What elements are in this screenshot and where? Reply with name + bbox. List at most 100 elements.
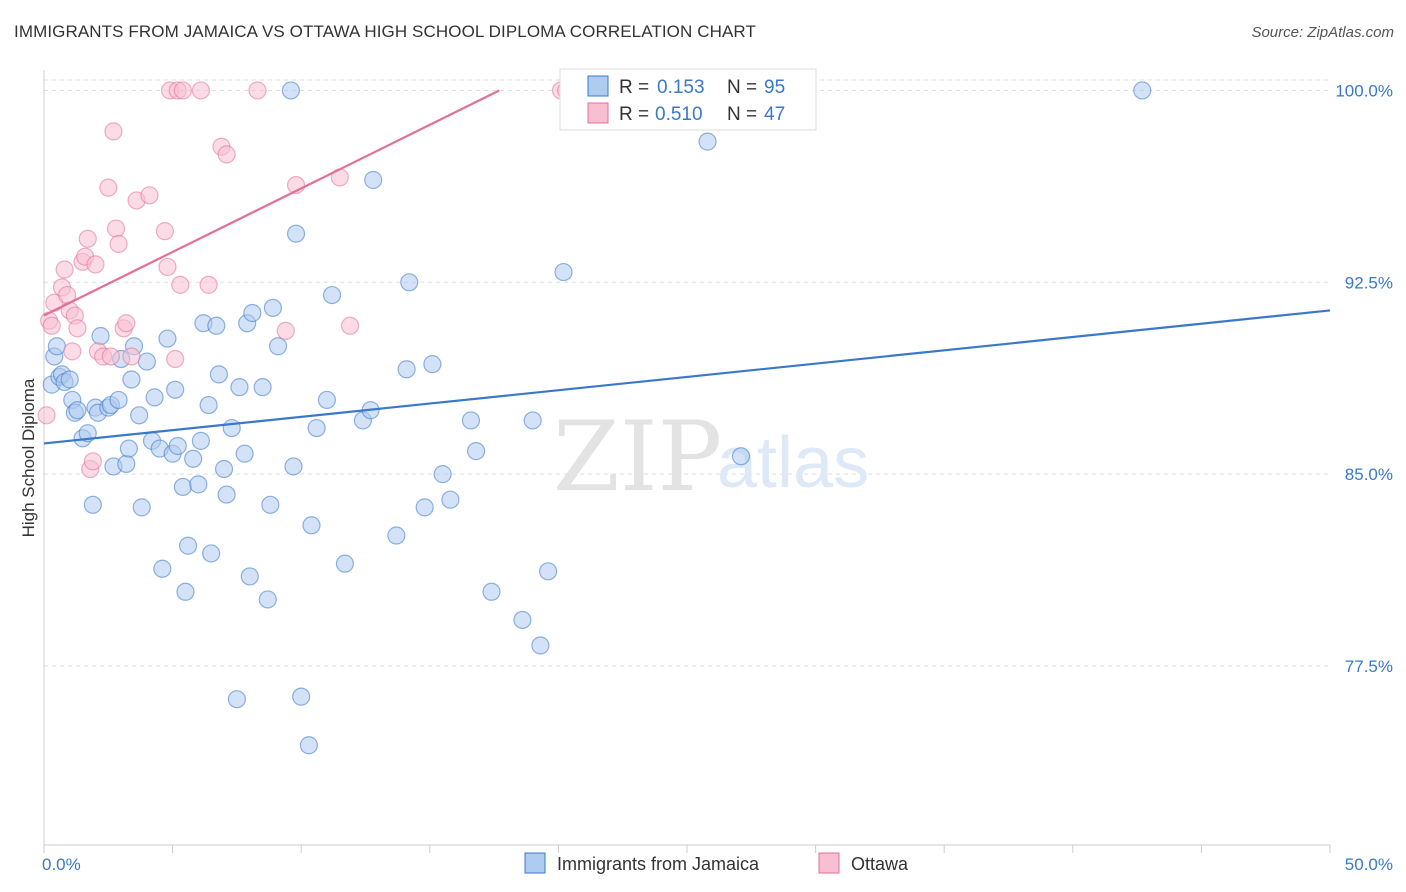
ottawa-point <box>155 222 174 241</box>
jamaica-point <box>322 285 342 305</box>
ottawa-point <box>109 234 128 254</box>
jamaica-point <box>397 360 416 379</box>
jamaica-point <box>68 401 87 420</box>
jamaica-point <box>137 352 156 371</box>
jamaica-point <box>387 526 406 545</box>
ottawa-point <box>42 316 61 335</box>
jamaica-point <box>513 610 532 630</box>
jamaica-point <box>466 442 486 461</box>
jamaica-point <box>240 567 259 586</box>
jamaica-point <box>47 337 66 356</box>
ottawa-point <box>217 145 236 164</box>
jamaica-point <box>461 411 481 430</box>
ottawa-point <box>104 122 123 141</box>
y-tick-label: 100.0% <box>1335 81 1393 100</box>
ottawa-point <box>99 178 118 197</box>
ottawa-point <box>101 347 120 366</box>
jamaica-point <box>531 636 550 655</box>
legend-r-value-ottawa: 0.510 <box>655 104 703 125</box>
y-axis-title: High School Diploma <box>19 378 38 537</box>
series-legend-swatch-ottawa <box>818 852 840 874</box>
jamaica-point <box>554 262 573 282</box>
jamaica-point <box>130 406 149 425</box>
jamaica-point <box>178 536 198 555</box>
y-tick-labels: 100.0% 92.5% 85.0% 77.5% <box>1335 81 1393 675</box>
jamaica-point <box>731 447 751 466</box>
jamaica-point <box>299 736 319 755</box>
jamaica-point <box>217 485 236 504</box>
jamaica-point <box>698 132 717 151</box>
jamaica-point <box>261 495 280 514</box>
jamaica-point <box>132 498 151 517</box>
jamaica-point <box>482 582 501 601</box>
jamaica-point <box>539 562 558 581</box>
x-tick-label-max: 50.0% <box>1345 855 1393 874</box>
jamaica-point <box>364 170 383 190</box>
jamaica-point <box>263 298 283 317</box>
legend-n-value-ottawa: 47 <box>764 104 785 125</box>
jamaica-point <box>523 411 542 430</box>
ottawa-point <box>171 275 190 294</box>
jamaica-point <box>441 490 460 509</box>
jamaica-point <box>253 378 272 397</box>
series-legend-swatch-jamaica <box>524 852 546 874</box>
jamaica-point <box>207 316 226 335</box>
jamaica-point <box>400 273 419 292</box>
ottawa-point <box>86 255 105 274</box>
ottawa-point <box>83 452 102 471</box>
ottawa-point <box>276 321 295 340</box>
jamaica-point <box>227 690 246 709</box>
jamaica-point <box>281 81 301 100</box>
ottawa-point <box>248 81 267 100</box>
jamaica-point <box>258 590 277 609</box>
ottawa-point <box>166 349 185 369</box>
x-tick-label-min: 0.0% <box>42 855 81 874</box>
legend-n-label-ottawa: N = <box>727 104 757 125</box>
jamaica-point <box>91 326 110 346</box>
jamaica-point <box>335 554 355 573</box>
jamaica-point <box>173 477 192 497</box>
jamaica-point <box>235 444 254 463</box>
ottawa-point <box>158 257 177 277</box>
legend-r-label-ottawa: R = <box>619 104 649 125</box>
jamaica-point <box>117 454 136 473</box>
jamaica-point <box>433 465 452 484</box>
jamaica-point <box>209 365 228 384</box>
jamaica-point <box>307 418 326 438</box>
ottawa-point <box>68 319 87 338</box>
legend-swatch-ottawa <box>587 102 609 124</box>
jamaica-point <box>189 475 208 494</box>
data-points <box>37 81 1152 755</box>
jamaica-point <box>166 380 185 399</box>
jamaica-point <box>284 457 303 476</box>
jamaica-point <box>184 449 203 468</box>
jamaica-point <box>1133 81 1152 100</box>
ottawa-point <box>55 260 74 279</box>
jamaica-point <box>83 495 102 514</box>
jamaica-point <box>199 395 218 415</box>
ottawa-point <box>122 347 141 366</box>
jamaica-point <box>109 390 128 410</box>
series-legend: Immigrants from Jamaica Ottawa <box>524 852 909 874</box>
ottawa-point <box>106 219 126 238</box>
series-legend-label-ottawa: Ottawa <box>851 854 909 874</box>
jamaica-point <box>415 498 434 517</box>
jamaica-point <box>202 544 221 563</box>
y-tick-label: 85.0% <box>1345 465 1393 484</box>
jamaica-point <box>191 431 210 450</box>
jamaica-point <box>122 370 141 389</box>
ottawa-point <box>340 316 360 335</box>
jamaica-point <box>176 582 195 601</box>
source-credit: Source: ZipAtlas.com <box>1251 24 1394 41</box>
ottawa-trend-line <box>43 89 500 317</box>
ottawa-point <box>78 229 97 248</box>
watermark-zip: ZIP <box>553 401 722 513</box>
jamaica-point <box>286 224 306 243</box>
jamaica-point <box>423 355 442 374</box>
jamaica-point <box>145 388 164 407</box>
jamaica-point <box>292 687 311 706</box>
legend-n-value-jamaica: 95 <box>764 77 785 98</box>
legend-n-label-jamaica: N = <box>727 77 757 98</box>
jamaica-point <box>153 559 172 578</box>
ottawa-point <box>191 81 210 100</box>
